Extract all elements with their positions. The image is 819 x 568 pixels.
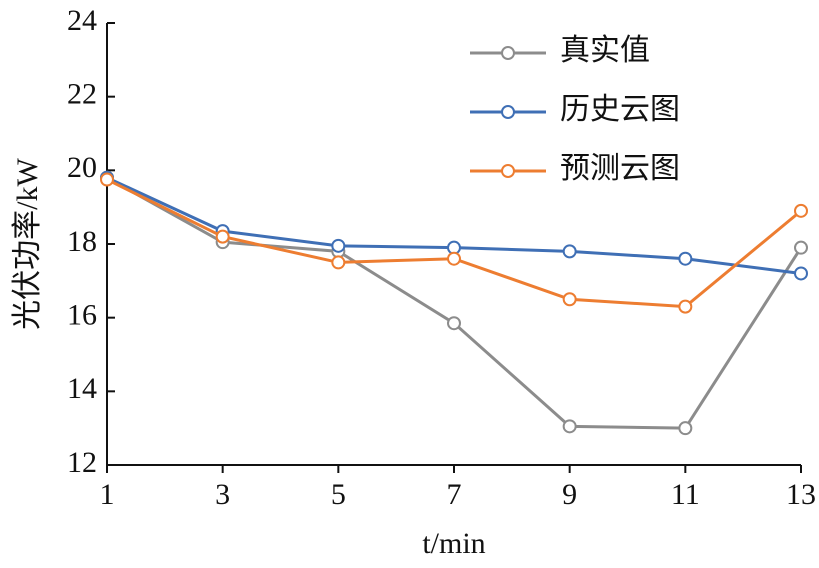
point [794, 240, 808, 255]
y-tick-label: 22 [67, 78, 97, 111]
y-tick-label: 20 [67, 151, 97, 184]
x-tick-label: 11 [671, 478, 700, 511]
point [562, 244, 577, 259]
x-axis-label: t/min [422, 527, 485, 560]
y-tick-label: 16 [67, 299, 97, 332]
point [562, 419, 577, 434]
legend-marker [501, 105, 515, 119]
y-axis-label: 光伏功率/kW [11, 157, 44, 329]
point [447, 316, 461, 331]
x-tick-label: 1 [100, 478, 115, 511]
legend-marker [501, 164, 515, 178]
x-tick-label: 3 [215, 478, 230, 511]
x-tick-label: 5 [331, 478, 346, 511]
point [678, 421, 693, 436]
x-tick-label: 9 [562, 478, 577, 511]
point [562, 292, 577, 307]
point [447, 251, 461, 266]
legend-label: 真实值 [560, 34, 650, 67]
legend-marker [501, 46, 515, 60]
point [331, 255, 346, 270]
x-tick-label: 13 [786, 478, 816, 511]
point [100, 172, 114, 187]
y-tick-label: 18 [67, 225, 97, 258]
y-tick-label: 12 [67, 446, 97, 479]
y-tick-label: 14 [67, 372, 97, 405]
point [678, 251, 693, 266]
point [794, 203, 808, 218]
point [794, 266, 808, 281]
point [215, 229, 230, 244]
legend-label: 预测云图 [560, 152, 680, 185]
point [678, 299, 693, 314]
x-tick-label: 7 [447, 478, 462, 511]
y-tick-label: 24 [67, 4, 97, 37]
series-line [106, 176, 803, 430]
legend-label: 历史云图 [560, 93, 680, 126]
point [331, 238, 346, 253]
